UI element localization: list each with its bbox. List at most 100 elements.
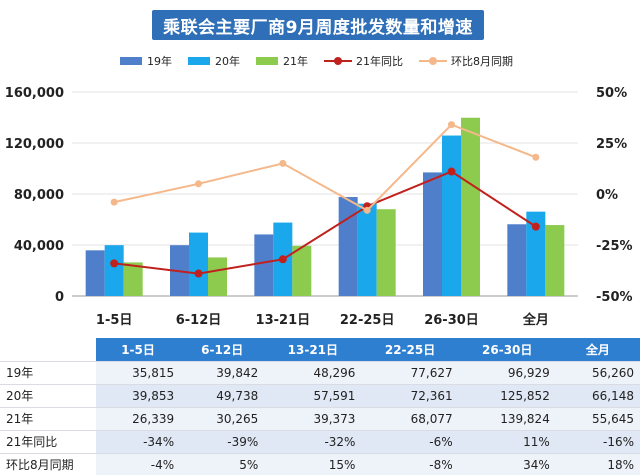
point-yoy21	[194, 269, 203, 278]
x-tick-label: 6-12日	[176, 313, 222, 328]
bar-21	[123, 262, 143, 296]
table-row-label: 19年	[0, 361, 96, 385]
bar-21	[292, 245, 312, 296]
x-tick-label: 1-5日	[96, 313, 133, 328]
point-mom	[110, 198, 118, 206]
table-cell: 96,929	[458, 361, 556, 385]
bar-19	[507, 224, 527, 296]
table-cell: -39%	[180, 430, 265, 454]
bar-19	[338, 197, 358, 296]
table-cell: 66,148	[555, 384, 640, 408]
legend-item-20: 20年	[188, 53, 240, 69]
data-table: 1-5日 6-12日 13-21日 22-25日 26-30日 全月 19年 35…	[0, 338, 640, 475]
point-yoy21	[531, 222, 540, 231]
table-cell: 26,339	[96, 407, 181, 431]
table-cell: 30,265	[180, 407, 265, 431]
table-cell: 5%	[180, 453, 265, 475]
legend: 19年 20年 21年 21年同比 环比8月同期	[120, 52, 560, 70]
table-cell: 56,260	[555, 361, 640, 385]
x-tick-label: 26-30日	[424, 313, 479, 328]
table-row-label: 21年同比	[0, 430, 96, 454]
table-row: 19年 35,815 39,842 48,296 77,627 96,929 56,260	[0, 361, 640, 385]
bar-20	[442, 135, 461, 296]
bar-line-chart: 0 40,000 80,000 120,000 160,000 -50% -25% 0% 25%…	[5, 86, 633, 328]
table-cell: -4%	[96, 453, 181, 475]
table-cell: 15%	[264, 453, 362, 475]
point-mom	[532, 153, 540, 161]
y-tick-label: 0	[55, 290, 64, 305]
legend-item-yoy: 21年同比	[324, 53, 403, 69]
legend-label-mom: 环比8月同期	[451, 55, 513, 68]
table-cell: 72,361	[361, 384, 459, 408]
legend-item-21: 21年	[256, 53, 308, 69]
legend-swatch-mom	[419, 57, 447, 65]
bar-21	[208, 257, 227, 296]
table-cell: 18%	[555, 453, 640, 475]
point-yoy21	[447, 167, 456, 176]
table-header: 6-12日	[180, 338, 265, 362]
table-cell: 35,815	[96, 361, 181, 385]
table-cell: 49,738	[180, 384, 265, 408]
table-corner	[0, 338, 96, 362]
point-mom	[195, 180, 202, 188]
table-cell: 39,842	[180, 361, 265, 385]
table-cell: 57,591	[264, 384, 362, 408]
table-header: 26-30日	[458, 338, 556, 362]
table-cell: 11%	[458, 430, 556, 454]
table-row: 21年同比 -34% -39% -32% -6% 11% -16%	[0, 430, 640, 454]
table-cell: 68,077	[361, 407, 459, 431]
bar-19	[423, 172, 442, 296]
legend-label-yoy: 21年同比	[356, 55, 403, 68]
table-cell: 48,296	[264, 361, 362, 385]
y2-tick-label: -25%	[596, 239, 633, 254]
line-mom	[113, 123, 537, 212]
y2-tick-label: 25%	[596, 137, 627, 152]
table-cell: -8%	[361, 453, 459, 475]
y-tick-label: 160,000	[5, 86, 64, 101]
table-cell: -6%	[361, 430, 459, 454]
bar-20	[104, 245, 124, 296]
x-tick-label: 13-21日	[256, 313, 311, 328]
table-row: 21年 26,339 30,265 39,373 68,077 139,824 55,645	[0, 407, 640, 431]
table-cell: 55,645	[555, 407, 640, 431]
bar-19	[85, 250, 105, 296]
table-row-label: 20年	[0, 384, 96, 408]
table-header: 1-5日	[96, 338, 181, 362]
y2-tick-label: -50%	[596, 290, 633, 305]
bar-20	[526, 211, 546, 296]
bar-21	[545, 225, 565, 296]
table-header: 13-21日	[264, 338, 362, 362]
bar-21	[376, 209, 396, 296]
bar-21	[461, 117, 480, 296]
bar-20	[357, 203, 377, 296]
point-yoy21	[110, 259, 119, 268]
legend-swatch-yoy	[324, 57, 352, 65]
table-header: 22-25日	[361, 338, 459, 362]
y2-tick-label: 50%	[596, 86, 627, 101]
table-row: 环比8月同期 -4% 5% 15% -8% 34% 18%	[0, 453, 640, 475]
x-tick-label: 22-25日	[340, 313, 395, 328]
legend-swatch-21	[256, 57, 278, 65]
point-mom	[279, 159, 287, 167]
bar-20	[189, 232, 208, 296]
table-cell: 39,853	[96, 384, 181, 408]
legend-item-19: 19年	[120, 53, 172, 69]
y-tick-label: 40,000	[14, 239, 64, 254]
table-cell: 34%	[458, 453, 556, 475]
legend-swatch-20	[188, 57, 210, 65]
table-row-label: 21年	[0, 407, 96, 431]
table-cell: 139,824	[458, 407, 556, 431]
legend-swatch-19	[120, 57, 142, 65]
legend-label-19: 19年	[147, 55, 172, 68]
table-cell: -32%	[264, 430, 362, 454]
table-cell: 39,373	[264, 407, 362, 431]
table-cell: 77,627	[361, 361, 459, 385]
table-row-label: 环比8月同期	[0, 453, 96, 475]
legend-label-20: 20年	[215, 55, 240, 68]
line-yoy21	[114, 170, 537, 275]
point-mom	[363, 206, 371, 214]
y-tick-label: 80,000	[14, 188, 64, 203]
table-cell: 125,852	[458, 384, 556, 408]
x-tick-label: 全月	[522, 312, 549, 328]
bar-19	[254, 234, 274, 296]
